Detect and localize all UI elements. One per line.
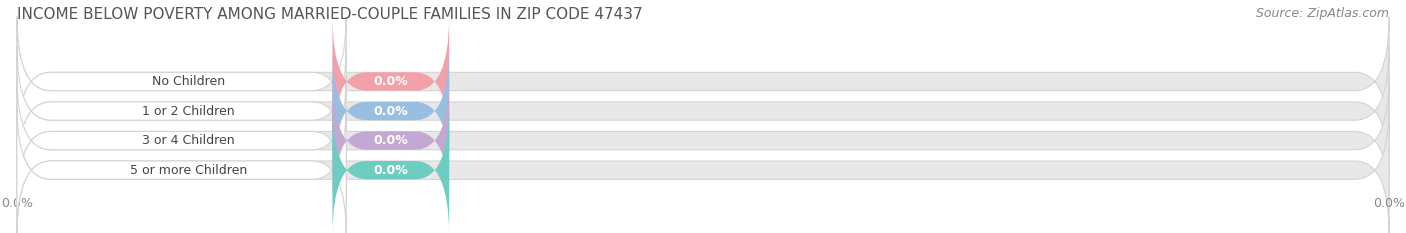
FancyBboxPatch shape bbox=[17, 105, 346, 233]
Text: 0.0%: 0.0% bbox=[374, 75, 408, 88]
Text: 3 or 4 Children: 3 or 4 Children bbox=[142, 134, 235, 147]
FancyBboxPatch shape bbox=[332, 46, 449, 176]
FancyBboxPatch shape bbox=[17, 76, 1389, 205]
Text: 0.0%: 0.0% bbox=[374, 134, 408, 147]
FancyBboxPatch shape bbox=[17, 17, 1389, 146]
Text: 0.0%: 0.0% bbox=[374, 164, 408, 177]
FancyBboxPatch shape bbox=[332, 76, 449, 205]
Text: Source: ZipAtlas.com: Source: ZipAtlas.com bbox=[1256, 7, 1389, 20]
FancyBboxPatch shape bbox=[332, 17, 449, 146]
Text: INCOME BELOW POVERTY AMONG MARRIED-COUPLE FAMILIES IN ZIP CODE 47437: INCOME BELOW POVERTY AMONG MARRIED-COUPL… bbox=[17, 7, 643, 22]
FancyBboxPatch shape bbox=[17, 76, 346, 205]
FancyBboxPatch shape bbox=[17, 105, 1389, 233]
Text: 5 or more Children: 5 or more Children bbox=[129, 164, 247, 177]
Text: 0.0%: 0.0% bbox=[374, 105, 408, 117]
FancyBboxPatch shape bbox=[17, 17, 346, 146]
FancyBboxPatch shape bbox=[17, 46, 346, 176]
FancyBboxPatch shape bbox=[332, 105, 449, 233]
FancyBboxPatch shape bbox=[17, 46, 1389, 176]
Text: 1 or 2 Children: 1 or 2 Children bbox=[142, 105, 235, 117]
Text: No Children: No Children bbox=[152, 75, 225, 88]
